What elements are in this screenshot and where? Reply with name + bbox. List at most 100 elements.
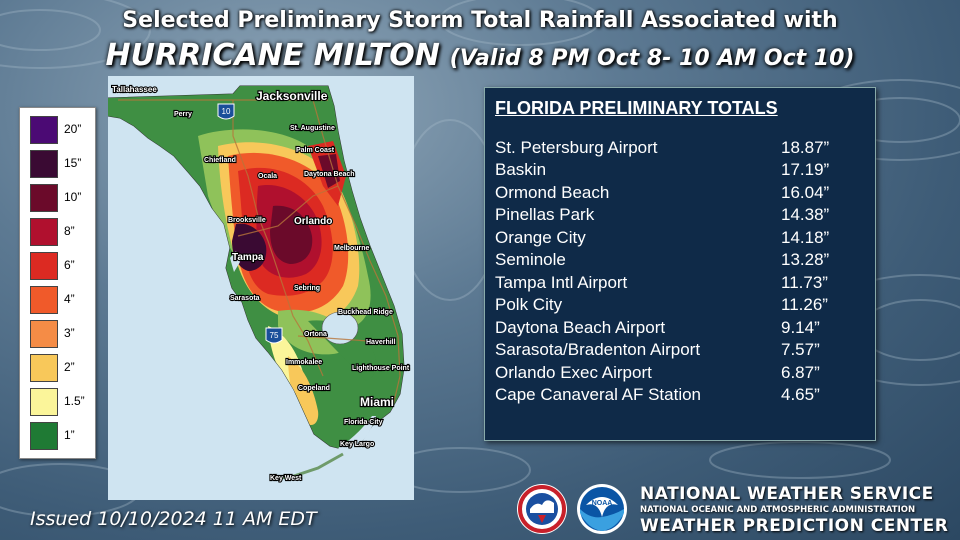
legend-item: 4” [30, 286, 100, 314]
title-line-2: HURRICANE MILTON (Valid 8 PM Oct 8- 10 A… [0, 38, 960, 73]
station-name: Cape Canaveral AF Station [495, 385, 702, 404]
totals-row: Cape Canaveral AF Station 4.65” [495, 385, 865, 407]
place-label: Copeland [298, 385, 330, 392]
totals-row: Daytona Beach Airport 9.14” [495, 318, 865, 340]
totals-row: Tampa Intl Airport 11.73” [495, 273, 865, 295]
preliminary-totals-panel: FLORIDA PRELIMINARY TOTALS St. Petersbur… [484, 87, 876, 441]
station-name: St. Petersburg Airport [495, 138, 658, 157]
shield-label-10: 10 [222, 107, 231, 116]
legend-swatch [30, 388, 58, 416]
legend-swatch [30, 252, 58, 280]
legend-item: 20” [30, 116, 100, 144]
place-label: Haverhill [366, 339, 396, 346]
station-name: Polk City [495, 295, 563, 314]
legend-item: 10” [30, 184, 100, 212]
station-name: Daytona Beach Airport [495, 318, 666, 337]
legend-label: 4” [64, 292, 75, 306]
legend-swatch [30, 116, 58, 144]
rainfall-value: 9.14” [781, 318, 820, 337]
rainfall-value: 16.04” [781, 183, 830, 202]
legend-item: 8” [30, 218, 100, 246]
place-label: Daytona Beach [304, 171, 355, 178]
totals-row: Pinellas Park 14.38” [495, 205, 865, 227]
rainfall-value: 14.38” [781, 205, 830, 224]
legend-swatch [30, 422, 58, 450]
totals-row: Baskin 17.19” [495, 160, 865, 182]
place-label: Ortona [304, 331, 327, 338]
totals-row: Sarasota/Bradenton Airport 7.57” [495, 340, 865, 362]
station-name: Ormond Beach [495, 183, 610, 202]
station-name: Orange City [495, 228, 586, 247]
totals-heading: FLORIDA PRELIMINARY TOTALS [495, 98, 778, 118]
legend-label: 10” [64, 190, 82, 204]
rainfall-legend: 20” 15” 10” 8” 6” 4” 3” 2” 1.5” 1” [19, 107, 96, 459]
rainfall-value: 18.87” [781, 138, 830, 157]
station-name: Orlando Exec Airport [495, 363, 652, 382]
place-label: Buckhead Ridge [338, 309, 393, 316]
rainfall-value: 11.73” [781, 273, 828, 292]
legend-swatch [30, 184, 58, 212]
rainfall-value: 17.19” [781, 160, 830, 179]
legend-label: 1” [64, 428, 75, 442]
station-name: Pinellas Park [495, 205, 595, 224]
rainfall-value: 7.57” [781, 340, 820, 359]
totals-row: Orange City 14.18” [495, 228, 865, 250]
legend-item: 1.5” [30, 388, 100, 416]
place-label: Jacksonville [256, 89, 328, 103]
station-name: Tampa Intl Airport [495, 273, 628, 292]
place-label: St. Augustine [290, 125, 335, 132]
legend-label: 15” [64, 156, 82, 170]
rainfall-value: 4.65” [781, 385, 820, 404]
highway-lines [118, 99, 401, 407]
place-label: Palm Coast [296, 147, 335, 154]
place-label: Key West [270, 475, 302, 482]
legend-swatch [30, 354, 58, 382]
place-label: Brooksville [228, 217, 266, 224]
legend-label: 1.5” [64, 394, 85, 408]
legend-swatch [30, 218, 58, 246]
place-label: Melbourne [334, 245, 369, 252]
station-name: Baskin [495, 160, 547, 179]
place-label: Florida City [344, 419, 383, 426]
legend-label: 20” [64, 122, 82, 136]
place-label: Ocala [258, 173, 277, 180]
place-label: Chiefland [204, 157, 236, 164]
nws-logo-icon [517, 484, 567, 534]
org-name-nws: NATIONAL WEATHER SERVICE [640, 484, 934, 504]
legend-swatch [30, 150, 58, 178]
map-road-shields: 10 75 [217, 103, 283, 344]
place-label: Miami [360, 395, 394, 409]
valid-period: (Valid 8 PM Oct 8- 10 AM Oct 10) [449, 46, 855, 71]
legend-label: 2” [64, 360, 75, 374]
totals-row: Polk City 11.26” [495, 295, 865, 317]
noaa-logo-text: NOAA [592, 500, 613, 507]
rainfall-value: 11.26” [781, 295, 828, 314]
legend-label: 6” [64, 258, 75, 272]
florida-rainfall-map: 10 75 Tallahassee Jacksonville Perry St.… [108, 76, 414, 500]
legend-item: 2” [30, 354, 100, 382]
legend-item: 6” [30, 252, 100, 280]
storm-name: HURRICANE MILTON [105, 38, 440, 73]
issued-timestamp: Issued 10/10/2024 11 AM EDT [30, 508, 317, 530]
legend-label: 3” [64, 326, 75, 340]
legend-item: 1” [30, 422, 100, 450]
rainfall-value: 13.28” [781, 250, 830, 269]
place-label: Tallahassee [112, 85, 157, 94]
legend-swatch [30, 320, 58, 348]
title-line-1: Selected Preliminary Storm Total Rainfal… [122, 8, 838, 33]
station-name: Sarasota/Bradenton Airport [495, 340, 701, 359]
legend-item: 15” [30, 150, 100, 178]
totals-row: Orlando Exec Airport 6.87” [495, 363, 865, 385]
org-name-noaa: NATIONAL OCEANIC AND ATMOSPHERIC ADMINIS… [640, 505, 916, 515]
water-bodies [230, 251, 376, 480]
rainfall-value: 6.87” [781, 363, 820, 382]
place-label: Lighthouse Point [352, 365, 410, 372]
place-label: Key Largo [340, 441, 374, 448]
rainfall-value: 14.18” [781, 228, 830, 247]
florida-map-svg: 10 75 Tallahassee Jacksonville Perry St.… [108, 84, 411, 483]
totals-row: St. Petersburg Airport 18.87” [495, 138, 865, 160]
shield-label-75: 75 [270, 331, 279, 340]
place-label: Orlando [294, 216, 332, 227]
